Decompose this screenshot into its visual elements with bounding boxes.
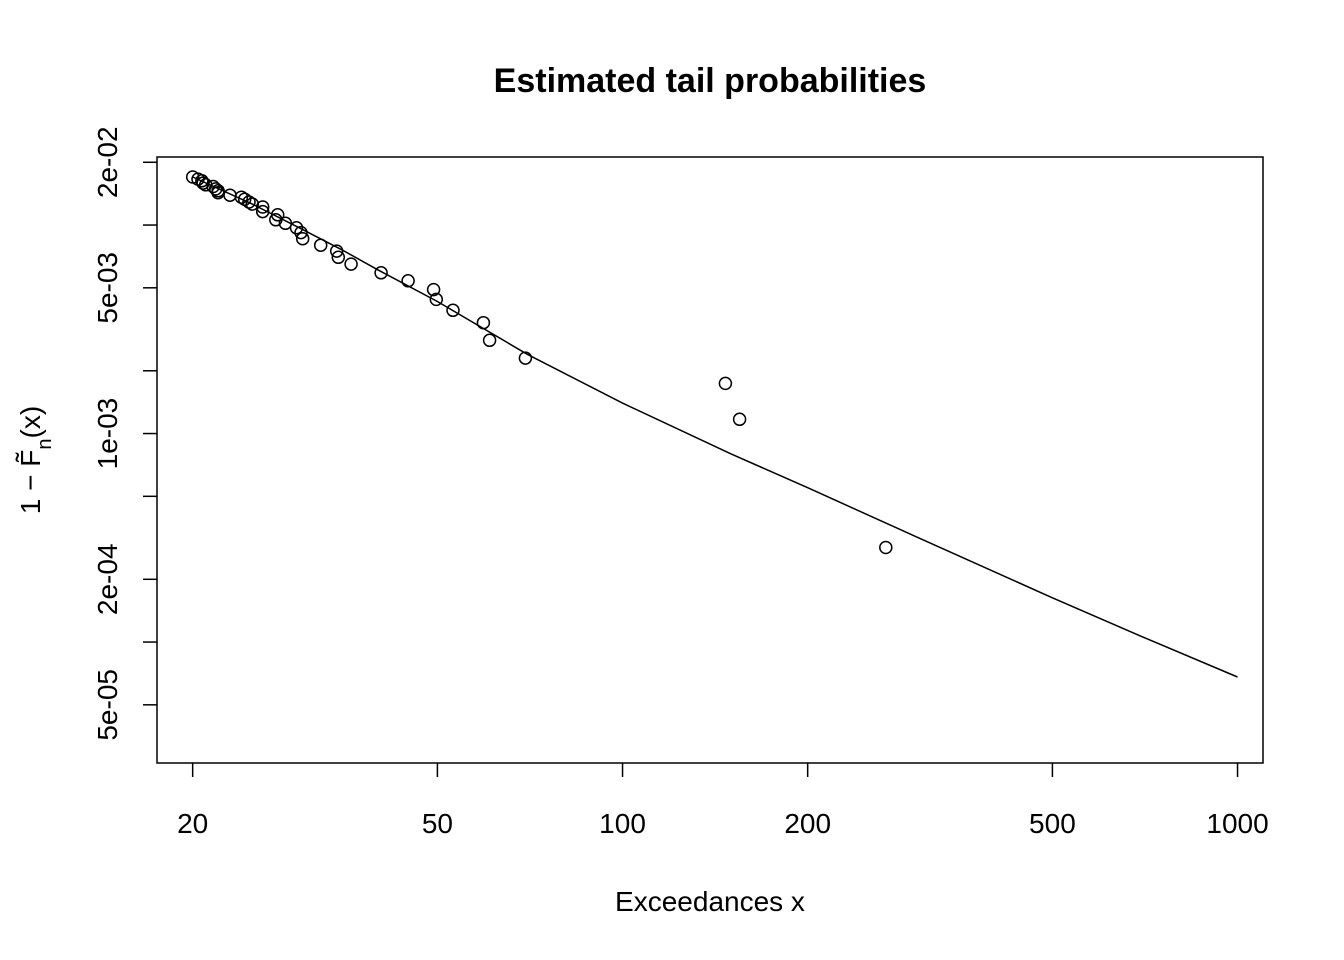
data-point bbox=[242, 195, 256, 209]
data-point bbox=[329, 244, 344, 258]
x-tick-label: 100 bbox=[599, 808, 646, 839]
data-point bbox=[718, 376, 733, 391]
y-tick-label: 5e-03 bbox=[92, 252, 123, 324]
x-axis: 20 50 100 200 500 1000 bbox=[177, 763, 1269, 839]
data-point bbox=[234, 190, 249, 204]
fit-line bbox=[192, 176, 1238, 678]
data-point bbox=[401, 274, 415, 288]
data-points-layer bbox=[185, 170, 893, 555]
data-point bbox=[879, 540, 893, 555]
x-tick-label: 1000 bbox=[1206, 808, 1268, 839]
x-tick-label: 200 bbox=[784, 808, 831, 839]
data-point bbox=[518, 351, 533, 365]
x-axis-label: Exceedances x bbox=[615, 886, 805, 917]
data-point bbox=[208, 182, 223, 196]
x-tick-label: 20 bbox=[177, 808, 208, 839]
chart-title: Estimated tail probabilities bbox=[494, 62, 927, 100]
y-axis-label: 1 − F̃n(x) bbox=[15, 406, 56, 514]
data-point bbox=[476, 315, 491, 330]
data-point bbox=[294, 225, 308, 240]
plot-frame bbox=[156, 156, 1264, 764]
data-point bbox=[278, 216, 293, 231]
y-tick-label: 2e-04 bbox=[92, 543, 123, 615]
data-point bbox=[482, 333, 497, 348]
data-point bbox=[426, 282, 441, 297]
data-point bbox=[331, 250, 346, 265]
data-point bbox=[295, 231, 310, 246]
data-point bbox=[255, 204, 270, 219]
y-tick-label: 5e-05 bbox=[92, 669, 123, 741]
y-axis: 2e-02 5e-03 1e-03 2e-04 5e-05 bbox=[92, 126, 157, 741]
y-tick-label: 1e-03 bbox=[92, 398, 123, 470]
data-point bbox=[446, 303, 460, 318]
data-point bbox=[429, 292, 444, 307]
data-point bbox=[732, 412, 747, 427]
data-point bbox=[344, 257, 358, 271]
data-point bbox=[255, 200, 270, 214]
x-tick-label: 50 bbox=[422, 808, 453, 839]
data-point bbox=[313, 238, 328, 252]
data-point bbox=[269, 213, 283, 227]
data-point bbox=[374, 266, 388, 280]
data-point bbox=[289, 221, 304, 235]
x-tick-label: 500 bbox=[1029, 808, 1076, 839]
y-tick-label: 2e-02 bbox=[92, 126, 123, 198]
fit-line-layer bbox=[192, 176, 1238, 678]
